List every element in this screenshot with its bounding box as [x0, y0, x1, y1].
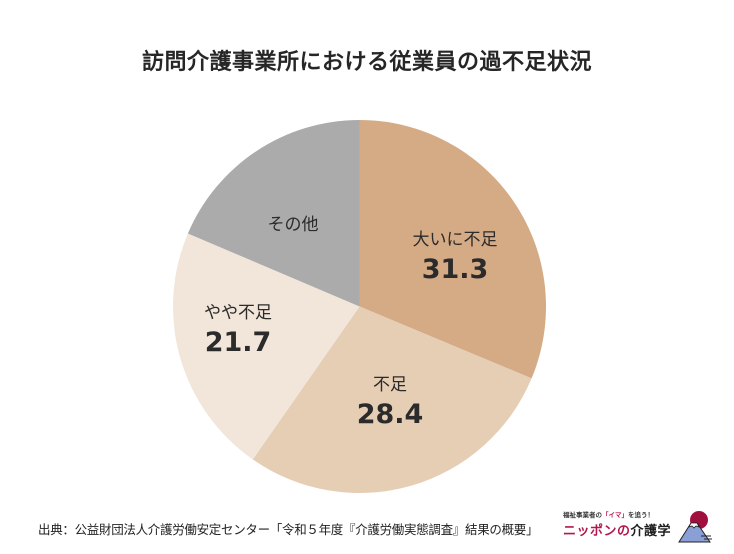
- pie-slice-0: [359, 120, 546, 379]
- slice-label-value: 31.3: [421, 254, 489, 285]
- slice-label-value: 28.4: [356, 399, 424, 430]
- slice-label: 大いに不足 31.3: [413, 225, 498, 285]
- slice-label-name: やや不足: [204, 303, 272, 323]
- chart-title: 訪問介護事業所における従業員の過不足状況: [141, 50, 592, 75]
- logo-brand: ニッポンの介護学: [563, 524, 672, 539]
- logo-tagline: 福祉事業者の「イマ」を追う！: [563, 511, 654, 519]
- slice-label: その他: [268, 210, 319, 235]
- slice-label: 不足 28.4: [357, 370, 424, 430]
- site-logo[interactable]: 福祉事業者の「イマ」を追う！ ニッポンの介護学: [563, 509, 713, 545]
- slice-label-name: 大いに不足: [412, 230, 498, 250]
- slice-label-value: 21.7: [204, 327, 272, 358]
- source-citation: 出典：公益財団法人介護労働安定センター「令和５年度『介護労働実態調査』結果の概要…: [38, 522, 539, 537]
- slice-label: やや不足 21.7: [204, 298, 272, 358]
- pie-slice-2: [172, 233, 360, 460]
- mount-fuji-icon: [678, 511, 712, 543]
- slice-label-name: 不足: [373, 375, 407, 395]
- pie-slice-3: [187, 120, 360, 307]
- slice-label-name: その他: [267, 215, 319, 235]
- pie-slice-1: [252, 306, 532, 493]
